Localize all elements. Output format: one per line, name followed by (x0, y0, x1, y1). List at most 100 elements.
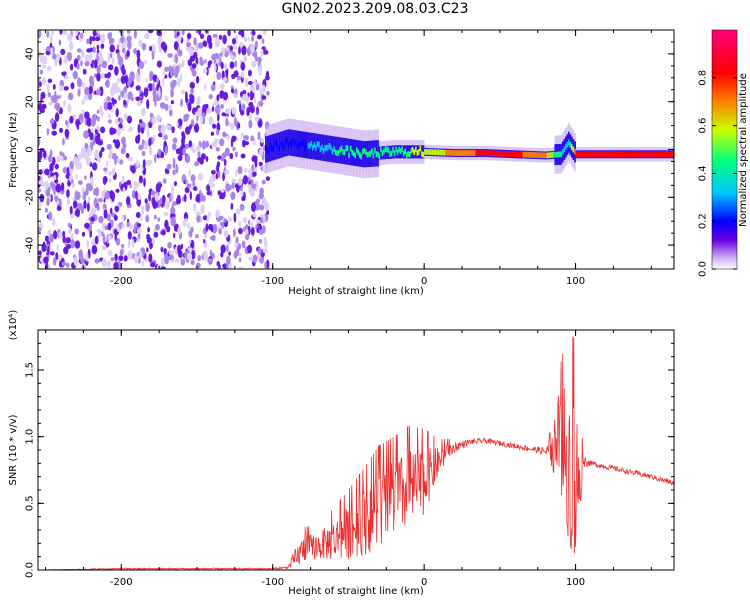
noise-blob (235, 236, 239, 244)
noise-blob (149, 74, 153, 82)
signal-core (667, 151, 670, 158)
noise-blob (221, 112, 226, 117)
noise-blob (106, 96, 111, 102)
noise-blob (122, 142, 127, 149)
noise-blob (237, 177, 243, 186)
signal-core (371, 148, 373, 154)
noise-blob (265, 176, 270, 182)
signal-core (651, 151, 654, 158)
noise-blob (126, 179, 132, 186)
noise-blob (225, 183, 231, 192)
signal-band (378, 146, 381, 160)
noise-blob (241, 45, 247, 56)
noise-blob (51, 30, 55, 36)
signal-core (471, 150, 473, 156)
noise-blob (129, 126, 133, 132)
y-tick-label: -20 (25, 189, 36, 205)
snr-ylabel: SNR (10 * v/v) (8, 414, 19, 485)
signal-band (304, 131, 307, 159)
noise-blob (254, 51, 258, 60)
noise-blob (59, 127, 63, 133)
noise-blob (69, 115, 74, 124)
noise-blob (216, 71, 222, 80)
signal-core (378, 153, 381, 160)
noise-blob (77, 89, 81, 97)
noise-blob (50, 35, 53, 43)
noise-blob (60, 48, 66, 56)
noise-blob (167, 53, 173, 58)
signal-core (493, 150, 496, 157)
noise-blob (39, 181, 46, 187)
noise-blob (259, 88, 263, 95)
noise-blob (130, 96, 134, 102)
signal-core (386, 146, 389, 153)
x-tick-label: -200 (110, 276, 133, 287)
noise-blob (160, 266, 166, 269)
noise-blob (78, 154, 81, 162)
signal-core (486, 150, 489, 156)
noise-blob (205, 140, 210, 148)
noise-blob (96, 205, 100, 211)
noise-blob (197, 157, 203, 163)
noise-blob (158, 132, 164, 138)
noise-blob (75, 30, 79, 37)
noise-blob (55, 183, 62, 193)
noise-blob (100, 147, 105, 152)
noise-blob (140, 164, 144, 172)
signal-core (604, 151, 607, 158)
signal-core (534, 152, 537, 158)
noise-blob (43, 256, 49, 264)
signal-core (327, 144, 330, 151)
signal-core (375, 151, 378, 157)
noise-blob (177, 77, 181, 87)
signal-core (565, 144, 567, 150)
noise-blob (237, 122, 241, 129)
signal-core (401, 146, 404, 153)
noise-blob (189, 81, 195, 89)
noise-blob (54, 195, 59, 202)
noise-blob (213, 138, 218, 148)
noise-blob (189, 190, 192, 201)
noise-blob (209, 249, 213, 257)
noise-blob (103, 176, 108, 184)
signal-core (492, 150, 495, 157)
noise-blob (104, 73, 108, 79)
noise-blob (241, 71, 245, 79)
noise-blob (94, 258, 100, 264)
noise-blob (234, 151, 238, 158)
noise-blob (166, 169, 170, 175)
noise-blob (92, 30, 97, 37)
noise-blob (119, 249, 124, 256)
noise-blob (248, 119, 253, 129)
signal-core (354, 152, 357, 159)
noise-blob (186, 183, 192, 188)
noise-blob (143, 177, 146, 187)
signal-core (554, 151, 557, 158)
signal-band (278, 132, 281, 159)
signal-core (510, 151, 513, 157)
noise-blob (137, 232, 141, 239)
noise-blob (121, 223, 125, 229)
noise-blob (229, 152, 234, 160)
noise-blob (114, 205, 120, 213)
signal-core (445, 149, 448, 156)
y-tick-label: 0.0 (25, 562, 36, 578)
noise-blob (54, 163, 59, 170)
noise-blob (159, 197, 163, 206)
signal-core (325, 145, 328, 151)
signal-band (328, 135, 331, 162)
noise-blob (68, 227, 72, 234)
noise-blob (109, 36, 112, 46)
signal-core (631, 151, 634, 158)
noise-blob (47, 78, 53, 84)
noise-blob (126, 30, 131, 34)
signal-core (536, 152, 539, 158)
noise-blob (228, 251, 231, 256)
noise-blob (137, 223, 142, 228)
noise-blob (106, 143, 112, 150)
noise-blob (250, 221, 254, 228)
noise-blob (190, 226, 194, 233)
noise-blob (145, 202, 150, 212)
signal-core (475, 150, 478, 156)
signal-band (336, 136, 339, 164)
